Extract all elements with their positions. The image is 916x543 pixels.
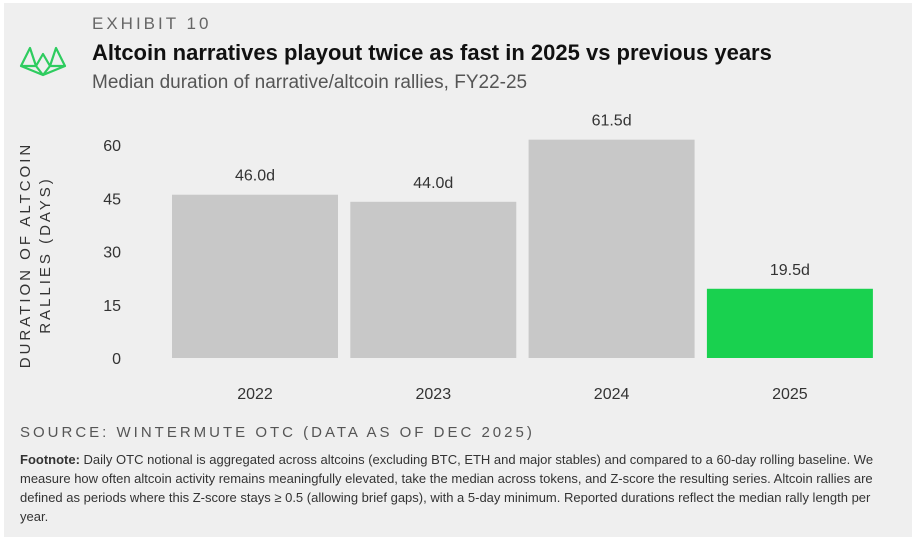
x-tick-label: 2022 <box>237 386 273 403</box>
chart-subtitle: Median duration of narrative/altcoin ral… <box>92 72 528 93</box>
y-tick-label: 15 <box>103 298 121 315</box>
bar-2025 <box>706 288 873 358</box>
y-tick-label: 45 <box>103 191 121 208</box>
data-label: 19.5d <box>770 262 810 279</box>
x-tick-label: 2023 <box>416 386 452 403</box>
source-note: SOURCE: WINTERMUTE OTC (DATA AS OF DEC 2… <box>20 424 535 441</box>
bar-2022 <box>172 194 338 358</box>
x-tick-label: 2025 <box>772 386 808 403</box>
y-tick-label: 60 <box>103 138 121 155</box>
y-tick-label: 30 <box>103 245 121 262</box>
data-label: 46.0d <box>235 168 275 185</box>
bar-2024 <box>528 139 695 358</box>
bar-chart: 0 15 30 45 60 46.0d 2022 44.0d 2023 61.5d 2024 19.5… <box>103 113 873 403</box>
x-tick-label: 2024 <box>594 386 630 403</box>
bar-2023 <box>350 201 517 358</box>
footnote-label: Footnote: <box>20 452 80 467</box>
footnote: Footnote: Daily OTC notional is aggregat… <box>20 450 890 526</box>
data-label: 44.0d <box>413 175 453 192</box>
exhibit-number: EXHIBIT 10 <box>92 14 212 33</box>
footnote-text: Daily OTC notional is aggregated across … <box>20 452 874 524</box>
y-tick-label: 0 <box>112 351 121 368</box>
wintermute-logo-icon <box>19 46 67 77</box>
chart-title: Altcoin narratives playout twice as fast… <box>92 40 772 65</box>
data-label: 61.5d <box>592 113 632 130</box>
